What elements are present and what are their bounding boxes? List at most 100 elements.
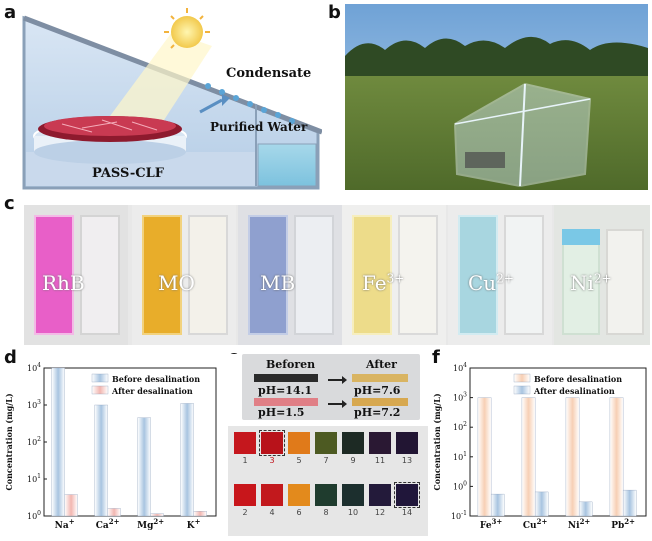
strip-before-2 bbox=[254, 398, 318, 406]
ph-number-0-0: 1 bbox=[242, 456, 248, 465]
ph-before-2: pH=1.5 bbox=[258, 406, 305, 419]
ph-number-1-6: 14 bbox=[401, 508, 413, 517]
sample-label-cu: Cu2+ bbox=[468, 271, 514, 295]
ph-number-1-5: 12 bbox=[374, 508, 386, 517]
ph-before-1: pH=14.1 bbox=[258, 384, 313, 397]
chart-d-bar-0-0 bbox=[51, 367, 65, 517]
chart-d-ytick-label: 101 bbox=[27, 473, 41, 484]
cuvette-group-mb: MB bbox=[238, 205, 342, 345]
after-label: After bbox=[366, 358, 397, 371]
chart-d-legend-label-0: Before desalination bbox=[112, 374, 200, 384]
chart-f-bar-1-3 bbox=[622, 489, 637, 517]
ph-swatch-0-0 bbox=[234, 432, 256, 454]
chart-d-legend-swatch-0 bbox=[91, 373, 109, 383]
chart-f-ytick-label: 101 bbox=[453, 451, 467, 462]
panel-label-d: d bbox=[4, 347, 17, 368]
chart-f-legend-label-1: After desalination bbox=[533, 386, 615, 396]
cuvette-group-fe: Fe3+ bbox=[342, 205, 446, 345]
condensate-label: Condensate bbox=[226, 66, 312, 81]
chart-f-legend-label-0: Before desalination bbox=[534, 374, 622, 384]
chart-d-legend-label-1: After desalination bbox=[111, 386, 193, 396]
strip-after-2 bbox=[352, 398, 408, 406]
chart-d-xtick-label: Ca2+ bbox=[96, 517, 120, 531]
chart-f-xtick-label: Fe3+ bbox=[480, 517, 502, 531]
ph-swatch-0-1 bbox=[259, 430, 285, 456]
pass-clf-label: PASS-CLF bbox=[92, 166, 164, 181]
chart-d-ytick-label: 103 bbox=[27, 399, 41, 410]
ph-after-2: pH=7.2 bbox=[354, 406, 401, 419]
panel-label-c: c bbox=[4, 193, 15, 214]
ph-swatch-1-1 bbox=[261, 484, 283, 506]
sample-label-fe: Fe3+ bbox=[362, 271, 405, 295]
cuvette-group-ni: Ni2+ bbox=[554, 205, 650, 345]
ph-swatch-1-6 bbox=[394, 482, 420, 508]
chart-f-ytick-label: 102 bbox=[453, 421, 467, 432]
chart-f-ytick-label: 10-1 bbox=[451, 510, 467, 521]
ph-swatch-1-5 bbox=[369, 484, 391, 506]
sample-label-ni: Ni2+ bbox=[570, 271, 612, 295]
chart-f-xtick-label: Cu2+ bbox=[523, 517, 548, 531]
ph-number-1-2: 6 bbox=[296, 508, 302, 517]
panel-e-ph: Beforen After pH=14.1 pH=7.6 pH=1.5 pH=7… bbox=[228, 354, 428, 538]
ph-swatch-1-0 bbox=[234, 484, 256, 506]
panel-c-cuvettes: RhB MO MB Fe3+ Cu2+ Ni2+ bbox=[24, 205, 650, 345]
cuvette-group-mo: MO bbox=[132, 205, 236, 345]
chart-f-ytick-label: 104 bbox=[453, 362, 467, 373]
chart-f-bar-0-1 bbox=[521, 397, 536, 517]
solar-still-illustration bbox=[22, 8, 323, 190]
ph-number-0-6: 13 bbox=[401, 456, 413, 465]
chart-f-bar-1-1 bbox=[534, 491, 549, 517]
cuvette-group-cu: Cu2+ bbox=[448, 205, 552, 345]
panel-label-b: b bbox=[328, 2, 341, 23]
ph-number-1-1: 4 bbox=[269, 508, 275, 517]
ph-swatch-0-2 bbox=[288, 432, 310, 454]
chart-d-bar-1-0 bbox=[64, 494, 78, 517]
ph-swatch-0-5 bbox=[369, 432, 391, 454]
chart-f-ytick-label: 100 bbox=[453, 480, 467, 491]
sample-label-mo: MO bbox=[158, 271, 195, 295]
sample-label-mb: MB bbox=[260, 271, 296, 295]
chart-d-bar-1-3 bbox=[193, 511, 207, 517]
chart-d-ions: 100 101 102 103 104 Concentration (mg/L) Na+ Ca… bbox=[4, 362, 217, 531]
chart-d-bar-0-1 bbox=[94, 404, 108, 517]
ph-number-0-3: 7 bbox=[323, 456, 329, 465]
chart-f-legend-swatch-1 bbox=[513, 385, 531, 395]
ph-number-0-1: 3 bbox=[269, 456, 275, 465]
strip-before-1 bbox=[254, 374, 318, 382]
chart-d-xtick-label: Mg2+ bbox=[137, 517, 164, 531]
chart-d-bar-0-3 bbox=[180, 403, 194, 517]
chart-d-ytick-label: 100 bbox=[27, 510, 41, 521]
chart-f-bar-0-0 bbox=[477, 397, 492, 517]
chart-d-bar-1-1 bbox=[107, 508, 121, 517]
chart-f-heavy-metals: 10-1 100 101 102 103 104 Concentration (mg/L) F… bbox=[432, 362, 647, 531]
chart-d-bar-0-2 bbox=[137, 417, 151, 517]
ph-strip-box: Beforen After pH=14.1 pH=7.6 pH=1.5 pH=7… bbox=[242, 354, 420, 420]
chart-f-bar-0-3 bbox=[609, 397, 624, 517]
cuvette-group-rhb: RhB bbox=[24, 205, 128, 345]
panel-label-a: a bbox=[4, 2, 17, 23]
ph-swatch-0-3 bbox=[315, 432, 337, 454]
ph-swatch-1-3 bbox=[315, 484, 337, 506]
chart-d-ytick-label: 102 bbox=[27, 436, 41, 447]
panel-b-photo bbox=[345, 4, 648, 190]
chart-d-ytick-label: 104 bbox=[27, 362, 41, 373]
ph-number-0-5: 11 bbox=[374, 456, 386, 465]
arrow-icon bbox=[328, 376, 347, 408]
chart-f-ylabel: Concentration (mg/L) bbox=[432, 393, 442, 490]
ph-swatch-0-4 bbox=[342, 432, 364, 454]
ph-reference-chart: 1 3 5 7 9 11 13 2 4 6 8 10 12 14 bbox=[228, 426, 428, 536]
field-photo-image bbox=[345, 4, 648, 190]
chart-d-bar-1-2 bbox=[150, 513, 164, 517]
ph-number-1-4: 10 bbox=[347, 508, 359, 517]
chart-d-xtick-label: K+ bbox=[187, 517, 201, 531]
ph-swatch-1-2 bbox=[288, 484, 310, 506]
panel-a-schematic: Condensate Purified Water PASS-CLF bbox=[22, 4, 323, 190]
chart-d-ylabel: Concentration (mg/L) bbox=[4, 393, 14, 490]
ph-swatch-0-6 bbox=[396, 432, 418, 454]
strip-after-1 bbox=[352, 374, 408, 382]
chart-f-bar-1-0 bbox=[490, 493, 505, 517]
sample-label-rhb: RhB bbox=[42, 271, 85, 295]
chart-f-bar-1-2 bbox=[578, 501, 593, 517]
chart-f-xtick-label: Ni2+ bbox=[568, 517, 591, 531]
ph-number-0-4: 9 bbox=[350, 456, 356, 465]
